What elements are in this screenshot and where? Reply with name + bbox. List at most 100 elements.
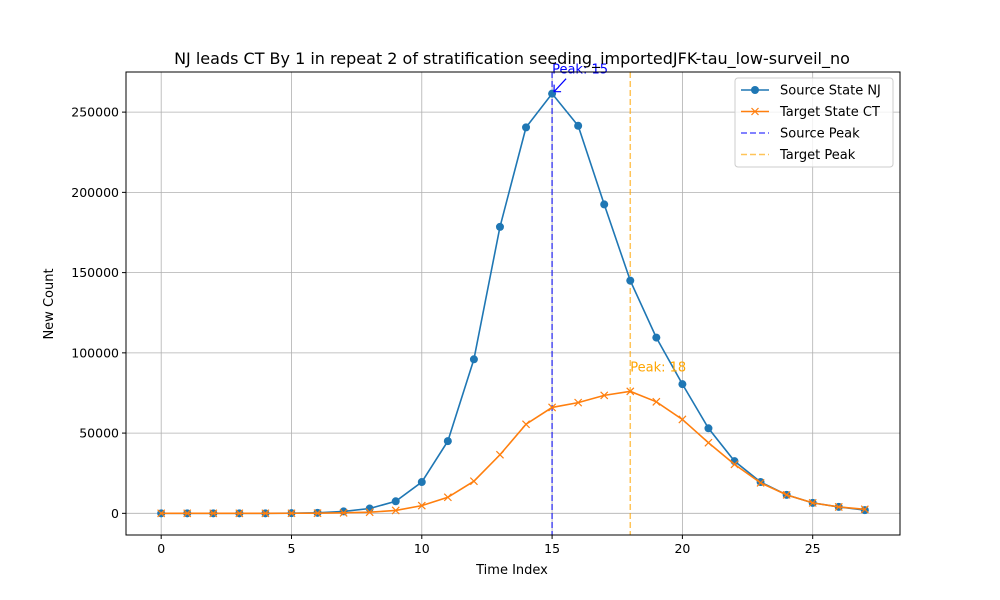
- target-series-point: [261, 509, 270, 518]
- x-marker-stroke: [183, 509, 192, 518]
- tick-layer: 0 5 10 15 20 25 0 50000 100000 150000 200000 250000: [71, 105, 820, 556]
- source-series-point: [391, 497, 400, 506]
- target-series-point: [626, 387, 635, 396]
- x-marker-stroke: [704, 438, 713, 447]
- source-series-point: [522, 123, 531, 132]
- source-series-point: [678, 380, 687, 389]
- x-marker-stroke: [600, 391, 609, 400]
- legend-item: Source State NJ: [741, 84, 881, 99]
- source-series-point: [626, 276, 635, 285]
- target-series-point: [652, 397, 661, 406]
- x-marker-stroke: [756, 478, 765, 487]
- x-marker-stroke: [730, 460, 739, 469]
- y-tick-label: 50000: [79, 426, 119, 441]
- x-marker-stroke: [157, 509, 166, 518]
- legend-label: Target Peak: [779, 148, 856, 163]
- target-series-point: [157, 509, 166, 518]
- legend-label: Source Peak: [780, 127, 860, 142]
- x-marker-stroke: [834, 502, 843, 511]
- y-tick-label: 100000: [71, 345, 119, 360]
- target-series-point: [235, 509, 244, 518]
- target-series-point: [834, 502, 843, 511]
- target-series-point: [678, 415, 687, 424]
- source-series-point: [704, 424, 713, 433]
- source-series-point: [339, 507, 348, 516]
- target-series-point: [704, 438, 713, 447]
- x-tick-label: 10: [414, 541, 430, 556]
- peak-annotation-arrowhead: [553, 84, 562, 93]
- legend: Source State NJ Target State CT Source Pea…: [734, 77, 894, 168]
- peak-annotation-label: Peak: 15: [552, 63, 608, 78]
- y-tick-label: 150000: [71, 265, 119, 280]
- x-marker-stroke: [860, 505, 869, 514]
- target-series-point: [339, 508, 348, 517]
- y-tick-label: 250000: [71, 105, 119, 120]
- target-series-line: [161, 390, 865, 515]
- x-marker-stroke: [443, 493, 452, 502]
- x-tick-label: 20: [674, 541, 690, 556]
- legend-box: [734, 77, 894, 168]
- annotations: Peak: 15 Peak: 18: [552, 63, 686, 376]
- target-series-point: [209, 509, 218, 518]
- legend-marker: [751, 86, 759, 94]
- peak-annotation-label: Peak: 18: [630, 360, 686, 375]
- x-marker-stroke: [652, 397, 661, 406]
- target-series-point: [860, 505, 869, 514]
- x-marker-stroke: [522, 420, 531, 429]
- x-marker-stroke: [313, 509, 322, 518]
- legend-label: Source State NJ: [780, 84, 881, 99]
- target-series-point: [183, 509, 192, 518]
- x-marker-stroke: [469, 477, 478, 486]
- legend-item: Target State CT: [741, 105, 880, 120]
- legend-item: Source Peak: [741, 127, 860, 142]
- target-series-point: [391, 506, 400, 515]
- legend-item: Target Peak: [741, 148, 856, 163]
- series-layer: [157, 89, 869, 518]
- target-series-point: [365, 508, 374, 517]
- target-series-point: [495, 450, 504, 459]
- target-series-point: [522, 420, 531, 429]
- x-tick-label: 25: [805, 541, 821, 556]
- target-series-point: [600, 391, 609, 400]
- x-marker-stroke: [548, 403, 557, 412]
- target-series-point: [443, 493, 452, 502]
- source-series-point: [574, 121, 583, 130]
- target-series-point: [417, 501, 426, 510]
- target-series-point: [574, 398, 583, 407]
- x-marker-stroke: [287, 509, 296, 518]
- source-series-point: [417, 478, 426, 487]
- source-series-point: [495, 222, 504, 231]
- x-marker-stroke: [626, 387, 635, 396]
- x-marker-stroke: [261, 509, 270, 518]
- target-series-point: [782, 490, 791, 499]
- y-tick-label: 0: [111, 506, 119, 521]
- x-tick-label: 5: [288, 541, 296, 556]
- target-series-point: [313, 509, 322, 518]
- chart-title: NJ leads CT By 1 in repeat 2 of stratifi…: [174, 49, 850, 69]
- target-series-point: [808, 498, 817, 507]
- x-marker-stroke: [391, 506, 400, 515]
- x-marker-stroke: [365, 508, 374, 517]
- y-axis-title: New Count: [42, 268, 57, 339]
- x-marker-stroke: [782, 490, 791, 499]
- target-series-point: [548, 403, 557, 412]
- x-marker-stroke: [235, 509, 244, 518]
- target-series-point: [469, 477, 478, 486]
- x-marker-stroke: [678, 415, 687, 424]
- x-marker-stroke: [417, 501, 426, 510]
- target-series-point: [287, 509, 296, 518]
- source-series-point: [600, 200, 609, 209]
- x-marker-stroke: [495, 450, 504, 459]
- peak-annotation-arrow: [553, 78, 567, 93]
- target-series-point: [756, 478, 765, 487]
- x-marker-stroke: [574, 398, 583, 407]
- x-tick-label: 15: [544, 541, 560, 556]
- x-marker-stroke: [209, 509, 218, 518]
- target-series-point: [730, 460, 739, 469]
- x-axis-title: Time Index: [475, 563, 548, 578]
- x-tick-label: 0: [157, 541, 165, 556]
- x-marker-stroke: [339, 508, 348, 517]
- x-marker-stroke: [808, 498, 817, 507]
